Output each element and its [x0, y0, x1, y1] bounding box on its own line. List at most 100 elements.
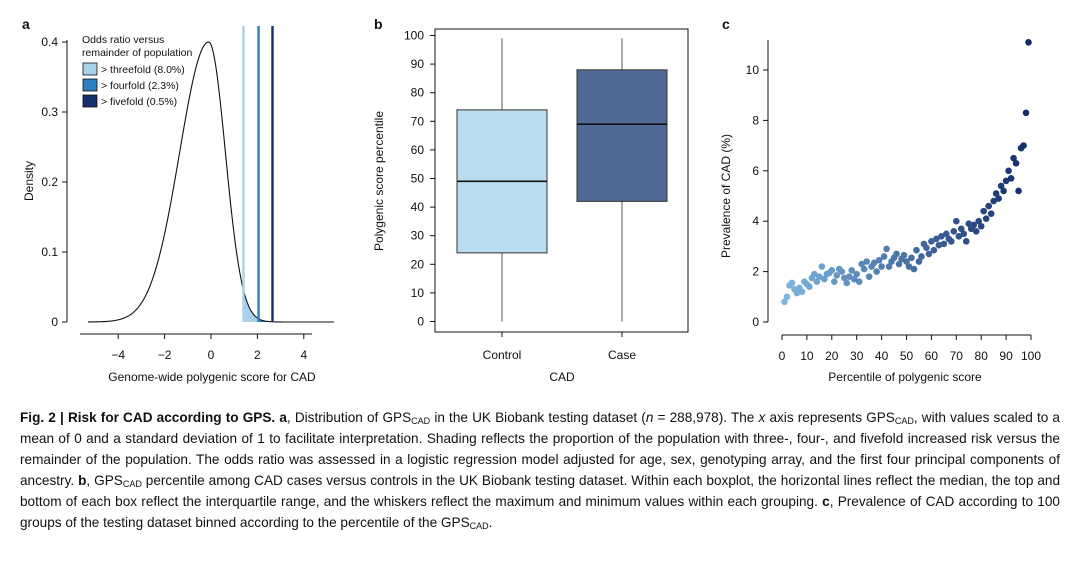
data-point — [933, 235, 940, 243]
x-tick-label-c: 30 — [850, 349, 864, 363]
data-point — [962, 238, 970, 245]
y-tick-label-a: 0.1 — [41, 245, 58, 259]
data-point — [816, 273, 823, 280]
x-tick-label-c: 60 — [925, 349, 939, 363]
x-axis-label-c: Percentile of polygenic score — [828, 370, 982, 384]
data-point — [900, 251, 908, 259]
x-tick-label-c: 70 — [950, 349, 964, 363]
data-point — [1015, 187, 1022, 195]
y-tick-label-b: 0 — [417, 315, 424, 329]
data-point — [980, 207, 987, 215]
data-point — [870, 259, 878, 267]
data-point — [843, 279, 851, 287]
legend-title-line1: Odds ratio versus — [82, 34, 164, 46]
data-point — [970, 221, 978, 229]
y-tick-label-c: 4 — [752, 214, 759, 228]
data-point — [1002, 177, 1010, 185]
caption-sub: CAD — [411, 416, 431, 426]
data-point — [840, 274, 848, 282]
data-point — [858, 260, 865, 268]
data-point — [905, 263, 913, 270]
data-point — [848, 267, 856, 274]
data-point — [885, 263, 893, 270]
legend-swatch-fivefold — [82, 94, 98, 108]
caption-text: , Prevalence of CAD according to 100 gro… — [20, 494, 1060, 530]
data-point — [953, 217, 960, 225]
data-point — [913, 246, 920, 254]
y-tick-label-b: 90 — [411, 57, 425, 71]
y-tick-label-c: 10 — [746, 63, 760, 77]
data-point — [940, 240, 948, 248]
panel-label-b: b — [374, 16, 383, 32]
x-ticks-a: −4 −2 0 2 4 — [111, 334, 307, 362]
x-tick-label-c: 20 — [825, 349, 839, 363]
y-tick-label-b: 50 — [411, 172, 425, 186]
data-point — [860, 265, 868, 273]
legend-label-fourfold: > fourfold (2.3%) — [101, 80, 179, 92]
x-tick-label-c: 0 — [779, 349, 786, 363]
panel-label-c: c — [722, 16, 730, 32]
data-point — [1020, 142, 1027, 149]
data-point — [863, 258, 870, 265]
data-point — [1022, 109, 1030, 117]
data-point — [938, 233, 945, 240]
data-point — [1007, 175, 1015, 182]
figure-caption: Fig. 2 | Risk for CAD according to GPS. … — [20, 407, 1060, 533]
data-point — [893, 250, 900, 258]
y-tick-label-c: 0 — [752, 315, 759, 329]
panel-c: c 0 2 4 6 8 10 0 10 20 30 40 50 60 70 80 90 100 Prevale… — [719, 16, 1041, 384]
data-point — [985, 202, 992, 210]
data-point — [853, 270, 860, 278]
y-tick-label-a: 0.4 — [41, 35, 58, 49]
x-axis-label-a: Genome-wide polygenic score for CAD — [108, 370, 316, 384]
data-point — [830, 278, 838, 285]
caption-text: , GPS — [86, 473, 123, 488]
caption-text: , Distribution of GPS — [286, 410, 412, 425]
data-point — [987, 210, 995, 217]
shaded-region-2 — [258, 318, 273, 322]
x-axis-label-b: CAD — [549, 370, 575, 384]
data-point — [1010, 154, 1017, 162]
data-point — [875, 256, 883, 264]
scatter-points — [781, 38, 1032, 306]
x-tick-label-a: 2 — [254, 348, 261, 362]
data-point — [943, 230, 950, 238]
data-point — [948, 238, 955, 245]
data-point — [992, 190, 1000, 197]
data-point — [811, 270, 818, 278]
y-tick-label-b: 60 — [411, 143, 425, 157]
panel-b: b 0 10 20 30 40 50 60 70 80 90 100 Control Case Pol… — [372, 16, 689, 384]
data-point — [957, 225, 965, 233]
y-tick-label-a: 0.3 — [41, 105, 58, 119]
data-point — [781, 298, 788, 306]
x-tick-label-c: 100 — [1021, 349, 1041, 363]
data-point — [793, 289, 801, 297]
data-point — [910, 265, 918, 273]
caption-sub: CAD — [469, 521, 489, 531]
x-tick-label-a: 4 — [300, 348, 307, 362]
y-tick-label-b: 30 — [411, 229, 425, 243]
data-point — [1000, 187, 1007, 195]
data-point — [873, 268, 880, 275]
x-ticks-b: Control Case — [483, 332, 636, 362]
y-tick-label-b: 40 — [411, 200, 425, 214]
density-curve — [88, 41, 334, 323]
caption-fig-label: Fig. 2 | Risk for CAD according to GPS. — [20, 410, 276, 425]
y-tick-label-c: 2 — [752, 265, 759, 279]
data-point — [865, 273, 873, 280]
panel-label-a: a — [22, 16, 30, 32]
data-point — [990, 197, 997, 205]
caption-text: percentile among CAD cases versus contro… — [20, 473, 1061, 509]
y-ticks-a: 0 0.1 0.2 0.3 0.4 — [41, 35, 67, 329]
caption-panel-a: a — [279, 410, 287, 425]
x-ticks-c: 0 10 20 30 40 50 60 70 80 90 100 — [779, 335, 1041, 363]
data-point — [997, 182, 1005, 190]
y-ticks-c: 0 2 4 6 8 10 — [746, 63, 768, 329]
boxplots — [456, 38, 668, 322]
caption-text: = 288,978). The — [653, 410, 759, 425]
data-point — [813, 278, 821, 285]
caption-n: n — [645, 410, 654, 425]
data-point — [925, 250, 933, 258]
data-point — [930, 246, 938, 254]
box-case — [576, 69, 668, 202]
